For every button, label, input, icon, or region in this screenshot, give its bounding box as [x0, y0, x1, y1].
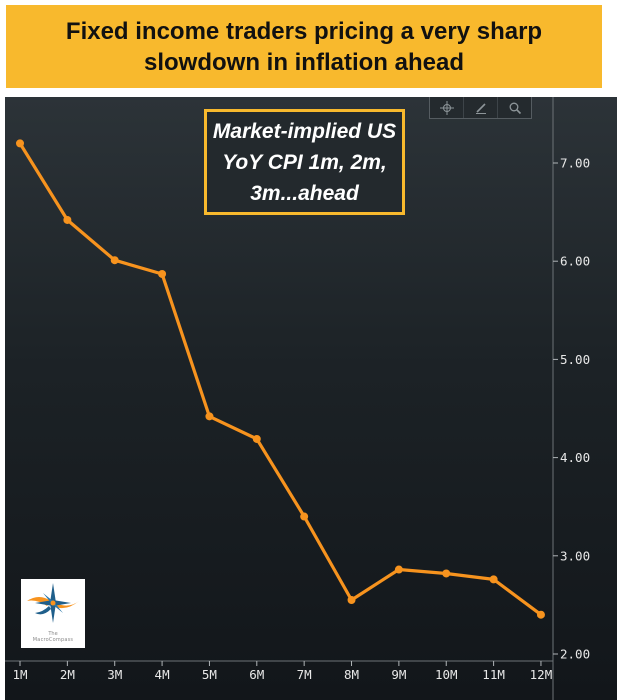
data-point [205, 412, 214, 421]
line-chart: 7.00 6.00 5.00 4.00 3.00 2.00 1M 2M 3M 4M 5M 6M 7M 8M… [5, 97, 590, 700]
y-tick-label: 6.00 [560, 254, 590, 269]
data-point [110, 256, 119, 265]
chart-toolbar [429, 97, 532, 119]
data-point [16, 139, 24, 148]
data-point [536, 610, 545, 619]
data-point [347, 595, 356, 604]
x-tick-label: 6M [249, 667, 264, 682]
x-tick-label: 8M [344, 667, 359, 682]
plot-area: 7.00 6.00 5.00 4.00 3.00 2.00 1M 2M 3M 4M 5M 6M 7M 8M… [5, 97, 617, 700]
data-point [394, 565, 403, 574]
series-line-0 [18, 141, 543, 617]
macrocompass-logo: The MacroCompass [21, 579, 85, 648]
x-tick-label: 2M [60, 667, 75, 682]
chart-header: Fixed income traders pricing a very shar… [6, 5, 602, 88]
x-tick-label: 10M [435, 667, 458, 682]
y-tick-label: 5.00 [560, 352, 590, 367]
compass-logo-icon [27, 583, 79, 623]
data-point [158, 269, 167, 278]
y-tick-label: 7.00 [560, 156, 590, 171]
x-tick-label: 12M [530, 667, 553, 682]
y-tick-label: 3.00 [560, 548, 590, 563]
x-tick-label: 9M [391, 667, 406, 682]
data-point [252, 434, 261, 443]
data-point [300, 512, 309, 521]
y-tick-label: 4.00 [560, 450, 590, 465]
x-tick-label: 7M [297, 667, 312, 682]
data-point [442, 569, 451, 578]
data-point [489, 575, 498, 584]
chart-title: Fixed income traders pricing a very shar… [65, 17, 543, 76]
data-point [63, 215, 72, 224]
x-tick-label: 4M [155, 667, 170, 682]
y-tick-label: 2.00 [560, 647, 590, 662]
crosshair-icon[interactable] [430, 97, 464, 118]
chart-annotation: Market-implied US YoY CPI 1m, 2m, 3m...a… [204, 109, 405, 215]
annotation-text: Market-implied US YoY CPI 1m, 2m, 3m...a… [212, 119, 397, 205]
x-tick-label: 5M [202, 667, 217, 682]
axes: 7.00 6.00 5.00 4.00 3.00 2.00 1M 2M 3M 4M 5M 6M 7M 8M… [5, 97, 590, 700]
series-group [16, 139, 545, 619]
x-tick-label: 11M [482, 667, 505, 682]
logo-line-1: The [48, 631, 58, 637]
x-tick-label: 3M [107, 667, 122, 682]
pencil-icon[interactable] [464, 97, 498, 118]
x-tick-label: 1M [12, 667, 27, 682]
magnifier-icon[interactable] [498, 97, 531, 118]
logo-line-2: MacroCompass [32, 637, 74, 643]
